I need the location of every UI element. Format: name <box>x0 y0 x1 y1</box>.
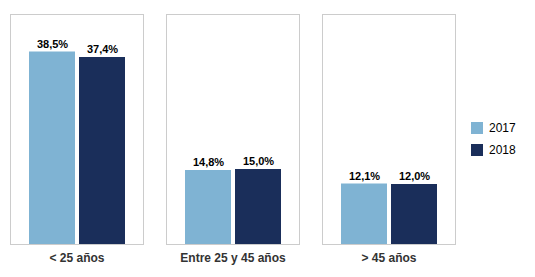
svg-text:12,0%: 12,0% <box>399 170 430 182</box>
svg-text:> 45 años: > 45 años <box>361 251 416 265</box>
svg-text:12,1%: 12,1% <box>349 169 380 181</box>
svg-text:14,8%: 14,8% <box>193 156 224 168</box>
html-text:2017: 2017 <box>489 120 516 135</box>
html-text:2018: 2018 <box>489 142 516 157</box>
svg-text:< 25 años: < 25 años <box>49 251 104 265</box>
svg-text:37,4%: 37,4% <box>87 43 118 55</box>
svg-text:38,5%: 38,5% <box>37 37 68 49</box>
svg-text:Entre 25 y 45 años: Entre 25 y 45 años <box>180 251 286 265</box>
svg-text:15,0%: 15,0% <box>243 155 274 167</box>
